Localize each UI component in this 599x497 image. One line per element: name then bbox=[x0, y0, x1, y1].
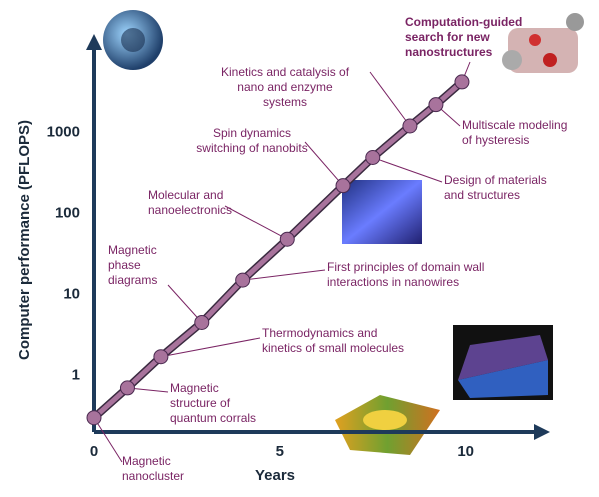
leader-line bbox=[304, 141, 344, 186]
data-point bbox=[335, 178, 351, 194]
y-tick-label: 10 bbox=[63, 285, 80, 302]
annotation: First principles of domain wall bbox=[327, 260, 484, 274]
leader-line bbox=[242, 269, 326, 281]
annotation: structure of bbox=[170, 396, 231, 410]
annotation: Computation-guided bbox=[405, 15, 522, 29]
annotation: quantum corrals bbox=[170, 411, 256, 425]
y-axis-label: Computer performance (PFLOPS) bbox=[16, 120, 33, 360]
leader-line bbox=[369, 71, 411, 127]
data-point bbox=[428, 97, 444, 113]
annotation: Magnetic bbox=[170, 381, 219, 395]
data-point bbox=[402, 118, 418, 134]
data-point bbox=[235, 272, 251, 288]
data-point bbox=[86, 410, 102, 426]
annotation: search for new bbox=[405, 30, 490, 44]
annotation: Magnetic bbox=[108, 243, 157, 257]
x-tick-label: 10 bbox=[457, 443, 474, 460]
x-tick-label: 5 bbox=[276, 443, 284, 460]
x-tick-label: 0 bbox=[90, 443, 98, 460]
annotation: phase bbox=[108, 258, 141, 272]
leader-line bbox=[160, 337, 261, 358]
y-tick-label: 1000 bbox=[47, 123, 80, 140]
leader-line bbox=[372, 157, 443, 183]
data-point bbox=[153, 349, 169, 365]
molecule-image bbox=[502, 13, 584, 73]
annotation: systems bbox=[263, 95, 307, 109]
leader-line bbox=[224, 205, 288, 240]
x-axis-arrow bbox=[534, 424, 550, 440]
annotation: Kinetics and catalysis of bbox=[221, 65, 350, 79]
leader-line bbox=[93, 417, 123, 463]
y-tick-label: 100 bbox=[55, 204, 80, 221]
data-point bbox=[279, 231, 295, 247]
data-point bbox=[454, 74, 470, 90]
annotation: of hysteresis bbox=[462, 133, 529, 147]
annotation: nanoelectronics bbox=[148, 203, 232, 217]
x-axis-label: Years bbox=[255, 467, 295, 484]
annotation: kinetics of small molecules bbox=[262, 341, 404, 355]
y-tick-label: 1 bbox=[72, 366, 80, 383]
annotation: Molecular and bbox=[148, 188, 223, 202]
spin-image bbox=[342, 180, 422, 244]
domain-wall-image bbox=[453, 325, 553, 400]
data-point bbox=[365, 149, 381, 165]
annotation: nanocluster bbox=[122, 469, 184, 483]
annotation: nano and enzyme bbox=[237, 80, 333, 94]
annotation: Thermodynamics and bbox=[262, 326, 377, 340]
annotation: Spin dynamics bbox=[213, 126, 291, 140]
nanocluster-core bbox=[121, 28, 145, 52]
axes bbox=[86, 34, 550, 440]
data-point bbox=[119, 380, 135, 396]
annotation: switching of nanobits bbox=[196, 141, 307, 155]
annotation: Design of materials bbox=[444, 173, 547, 187]
corral-image bbox=[335, 395, 440, 455]
y-axis-arrow bbox=[86, 34, 102, 50]
annotation: and structures bbox=[444, 188, 520, 202]
annotation: nanostructures bbox=[405, 45, 493, 59]
annotation: diagrams bbox=[108, 273, 157, 287]
annotation: Multiscale modeling bbox=[462, 118, 567, 132]
annotation: interactions in nanowires bbox=[327, 275, 459, 289]
annotation: Magnetic bbox=[122, 454, 171, 468]
illustrations bbox=[103, 10, 584, 455]
leader-line bbox=[167, 284, 203, 323]
data-point bbox=[194, 314, 210, 330]
